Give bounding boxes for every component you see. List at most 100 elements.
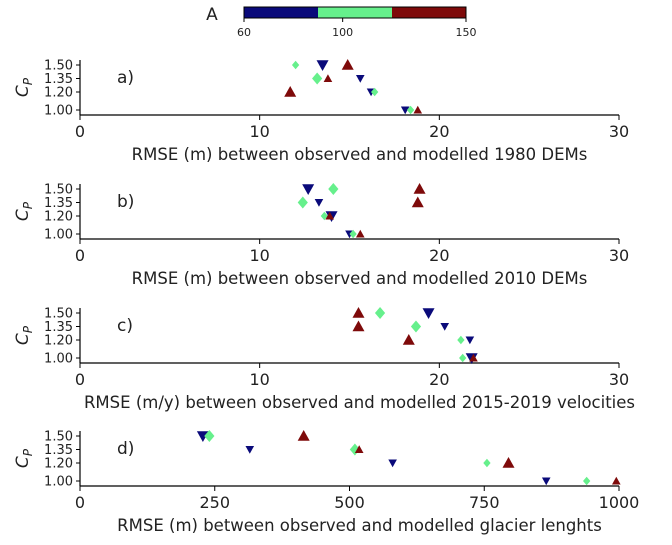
data-point-diamond-mid: [291, 60, 300, 70]
data-point-diamond-mid: [320, 211, 329, 221]
x-tick-label: 20: [429, 122, 449, 141]
panel-c: 1.501.351.20 1.000 10 20 30 RMSE (m/y) betwee…: [13, 307, 635, 413]
y-axis-title-main: C: [13, 209, 33, 221]
data-point-diamond-mid: [583, 476, 591, 486]
y-tick-label: 1.00: [44, 104, 73, 119]
data-point-tri-down-low: [302, 184, 315, 195]
data-point-tri-down-low: [422, 308, 435, 319]
y-tick-label: 1.20: [44, 457, 73, 472]
data-point-tri-up-high: [411, 196, 424, 208]
y-tick-label: 1.20: [44, 210, 73, 225]
y-axis-title: CP: [13, 201, 35, 221]
data-point-diamond-mid: [483, 458, 491, 468]
data-point-tri-up-high: [341, 59, 354, 70]
x-tick-label: 20: [429, 246, 449, 265]
y-axis-title-main: C: [13, 85, 33, 97]
data-point-tri-down-low: [465, 336, 475, 345]
data-point-tri-up-high: [352, 307, 365, 318]
colorbar-tick-label: 150: [456, 26, 477, 39]
y-tick-label: 1.35: [44, 72, 73, 87]
y-tick-label: 1.35: [44, 320, 73, 335]
colorbar-frame: [243, 6, 467, 19]
data-point-tri-down-low: [541, 477, 551, 486]
panel-b: 1.501.351.20 1.000 10 20 30 RMSE (m) between …: [13, 183, 629, 289]
y-axis-title-sub: P: [21, 77, 35, 85]
data-point-tri-up-high: [502, 457, 515, 468]
y-axis-title-sub: P: [21, 201, 35, 209]
x-axis-title: RMSE (m/y) between observed and modelled…: [84, 393, 635, 412]
panel-d: 1.501.351.20 1.000 250 500 750 1000 RMSE (m) b…: [13, 430, 639, 536]
panel-label: c): [117, 316, 133, 336]
x-axis-title: RMSE (m) between observed and modelled g…: [117, 516, 602, 535]
data-point-tri-up-high: [284, 86, 297, 97]
data-point-tri-up-high: [355, 229, 365, 238]
data-point-diamond-mid: [312, 72, 323, 85]
y-axis-title-sub: P: [21, 448, 35, 456]
x-tick-label: 10: [249, 246, 269, 265]
data-point-diamond-mid: [457, 335, 465, 345]
data-point-tri-up-high: [413, 183, 426, 194]
data-point-diamond-mid: [349, 229, 357, 239]
y-tick-label: 1.50: [44, 183, 73, 198]
data-point-diamond-mid: [410, 320, 422, 333]
data-point-tri-down-low: [400, 106, 410, 115]
y-axis-title-sub: P: [21, 325, 35, 333]
colorbar-segment: [244, 7, 318, 18]
data-point-tri-up-high: [402, 334, 415, 345]
data-point-diamond-mid: [459, 353, 467, 363]
x-tick-label: 0: [75, 246, 85, 265]
y-tick-label: 1.50: [44, 307, 73, 322]
data-point-tri-down-low: [245, 446, 255, 454]
panel-a: 1.501.351.20 1.000 10 20 30 RMSE (m) between …: [13, 59, 629, 165]
data-point-tri-down-low: [314, 199, 324, 207]
x-tick-label: 1000: [599, 493, 640, 512]
data-point-tri-up-high: [612, 476, 621, 485]
y-axis-title: CP: [13, 77, 35, 97]
data-point-tri-up-high: [323, 74, 333, 82]
y-tick-label: 1.00: [44, 475, 73, 490]
x-tick-label: 20: [429, 370, 449, 389]
x-tick-label: 0: [75, 370, 85, 389]
y-axis-title: CP: [13, 325, 35, 345]
colorbar-segment: [318, 7, 392, 18]
y-tick-label: 1.00: [44, 228, 73, 243]
data-point-tri-down-low: [440, 323, 450, 331]
y-tick-label: 1.35: [44, 443, 73, 458]
panel-label: b): [117, 192, 134, 212]
data-point-tri-up-high: [325, 211, 335, 220]
y-axis-title-main: C: [13, 333, 33, 345]
x-tick-label: 500: [334, 493, 365, 512]
y-tick-label: 1.20: [44, 86, 73, 101]
panel-label: d): [117, 439, 134, 459]
data-point-tri-down-low: [196, 431, 209, 442]
data-point-diamond-mid: [406, 105, 415, 115]
x-axis-title: RMSE (m) between observed and modelled 2…: [132, 269, 588, 288]
x-tick-label: 10: [249, 122, 269, 141]
y-axis-title: CP: [13, 448, 35, 468]
x-tick-label: 30: [609, 370, 629, 389]
x-tick-label: 0: [75, 122, 85, 141]
data-point-diamond-mid: [328, 183, 339, 195]
y-axis-title-main: C: [13, 456, 33, 468]
panel-label: a): [117, 68, 134, 88]
y-tick-label: 1.50: [44, 59, 73, 74]
data-point-tri-down-low: [388, 459, 397, 468]
data-point-tri-down-low: [316, 60, 329, 71]
colorbar: A 60 100 150: [206, 5, 476, 39]
x-tick-label: 10: [249, 370, 269, 389]
colorbar-segment: [392, 7, 466, 18]
x-tick-label: 30: [609, 122, 629, 141]
data-point-diamond-mid: [374, 307, 386, 319]
data-point-tri-down-low: [355, 75, 365, 83]
data-point-diamond-mid: [204, 430, 215, 442]
data-point-tri-up-high: [469, 353, 478, 362]
y-tick-label: 1.50: [44, 430, 73, 445]
colorbar-tick-label: 60: [237, 26, 251, 39]
x-tick-label: 750: [469, 493, 500, 512]
y-tick-label: 1.20: [44, 334, 73, 349]
data-point-tri-up-high: [354, 445, 364, 453]
data-point-tri-up-high: [297, 430, 310, 441]
data-point-tri-up-high: [413, 105, 423, 114]
